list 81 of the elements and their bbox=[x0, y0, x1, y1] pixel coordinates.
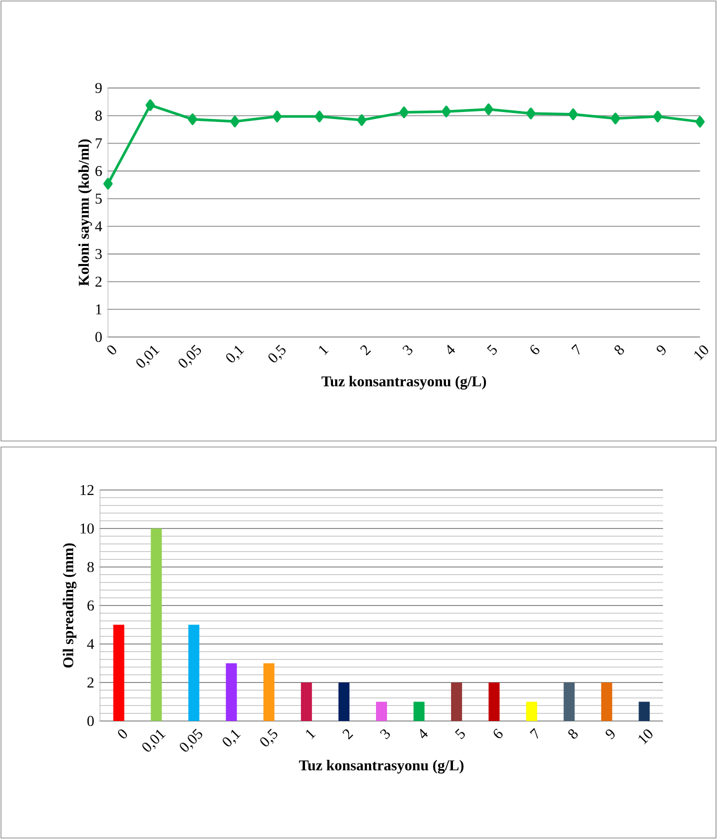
point bbox=[442, 106, 451, 118]
y-tick-label: 3 bbox=[96, 248, 102, 260]
x-tick-label: 2 bbox=[342, 729, 354, 740]
x-tick-label: 6 bbox=[530, 344, 540, 354]
x-tick-label: 8 bbox=[568, 729, 578, 739]
point bbox=[230, 116, 240, 128]
bar bbox=[414, 702, 425, 721]
x-tick-label: 9 bbox=[656, 345, 666, 356]
y-tick-label: 8 bbox=[95, 110, 102, 121]
x-tick-label: 1 bbox=[319, 346, 329, 356]
x-axis-title: Tuz konsantrasyonu (g/L) bbox=[299, 760, 464, 774]
x-tick-label: 1 bbox=[306, 730, 316, 740]
point bbox=[653, 110, 662, 122]
x-tick-label: 4 bbox=[420, 728, 428, 738]
x-tick-label: 0,05 bbox=[180, 728, 202, 752]
bar bbox=[451, 682, 462, 721]
y-tick-label: 0 bbox=[87, 716, 94, 726]
bar bbox=[188, 624, 200, 721]
y-tick-label: 12 bbox=[80, 485, 94, 495]
y-tick-label: 0 bbox=[95, 332, 102, 342]
x-tick-label: 0,01 bbox=[142, 730, 166, 752]
point bbox=[103, 178, 113, 190]
x-tick-label: 0 bbox=[107, 345, 116, 354]
y-tick-label: 4 bbox=[87, 639, 94, 649]
point bbox=[695, 116, 705, 128]
x-tick-label: 10 bbox=[694, 345, 708, 360]
x-tick-label: 3 bbox=[380, 729, 390, 740]
y-axis-title: Koloni sayımı (kob/ml) bbox=[78, 139, 92, 286]
x-tick-label: 9 bbox=[606, 729, 615, 740]
x-tick-label: 3 bbox=[402, 345, 412, 356]
bar bbox=[376, 702, 387, 721]
bar bbox=[150, 528, 162, 721]
x-tick-label: 0,1 bbox=[226, 346, 244, 362]
bar bbox=[601, 682, 612, 721]
bar bbox=[113, 624, 124, 721]
point bbox=[146, 99, 155, 111]
y-tick-label: 4 bbox=[95, 221, 102, 232]
x-tick-label: 0,1 bbox=[222, 730, 241, 746]
point bbox=[357, 114, 366, 126]
x-tick-label: 4 bbox=[447, 344, 455, 354]
x-tick-label: 8 bbox=[614, 345, 624, 355]
point bbox=[484, 104, 494, 116]
point bbox=[568, 108, 578, 120]
point bbox=[314, 110, 324, 122]
y-tick-label: 10 bbox=[80, 523, 94, 534]
x-tick-label: 7 bbox=[571, 344, 580, 355]
y-tick-label: 2 bbox=[87, 678, 94, 688]
y-tick-label: 6 bbox=[87, 600, 94, 611]
x-tick-label: 5 bbox=[454, 728, 465, 740]
point bbox=[610, 112, 620, 124]
point bbox=[399, 106, 409, 118]
bar bbox=[488, 682, 500, 721]
y-tick-label: 2 bbox=[95, 276, 102, 287]
bar bbox=[338, 682, 350, 721]
y-tick-label: 1 bbox=[96, 304, 102, 314]
bar bbox=[526, 702, 538, 721]
x-tick-label: 0,5 bbox=[268, 344, 286, 362]
x-tick-label: 0,01 bbox=[136, 346, 160, 368]
x-tick-label: 0,5 bbox=[260, 728, 278, 746]
bar bbox=[300, 682, 312, 721]
y-tick-label: 9 bbox=[95, 82, 102, 94]
bar bbox=[638, 702, 650, 721]
bar bbox=[564, 682, 575, 721]
x-tick-label: 0 bbox=[118, 729, 127, 738]
point bbox=[272, 110, 282, 122]
x-tick-label: 6 bbox=[494, 728, 503, 738]
y-tick-label: 7 bbox=[96, 138, 102, 148]
y-tick-label: 6 bbox=[95, 166, 102, 176]
x-tick-label: 2 bbox=[360, 345, 371, 356]
bar bbox=[263, 663, 274, 721]
point bbox=[526, 108, 536, 120]
y-tick-label: 5 bbox=[96, 194, 102, 204]
bar bbox=[226, 663, 237, 721]
point bbox=[188, 113, 198, 126]
x-tick-label: 0,05 bbox=[178, 344, 201, 368]
x-tick-label: 5 bbox=[486, 344, 497, 356]
x-tick-label: 10 bbox=[638, 729, 652, 744]
x-tick-label: 7 bbox=[530, 728, 538, 739]
y-axis-title: Oil spreading (mm) bbox=[62, 543, 76, 668]
x-axis-title: Tuz konsantrasyonu (g/L) bbox=[322, 376, 486, 390]
y-tick-label: 8 bbox=[87, 562, 94, 572]
